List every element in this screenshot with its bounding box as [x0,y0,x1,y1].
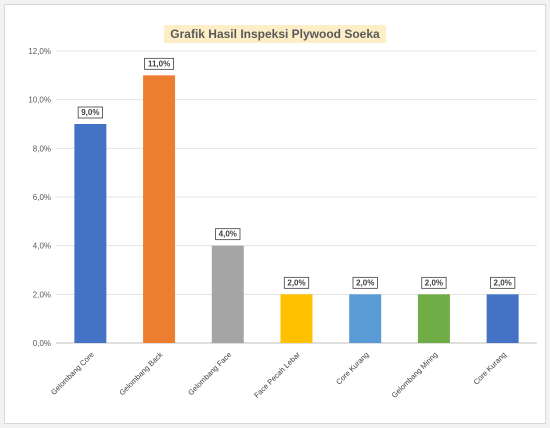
data-label-box [144,57,174,70]
y-tick-label: 12,0% [28,47,51,56]
data-label-box [421,276,447,289]
data-label: 2,0% [425,278,443,287]
y-tick-label: 6,0% [33,193,51,202]
bar [349,294,382,343]
bar [486,294,519,343]
bar [280,294,313,343]
bar [74,124,107,343]
y-tick-label: 10,0% [28,96,51,105]
data-label-box [352,276,378,289]
data-label-box [215,228,241,241]
data-label: 2,0% [356,278,374,287]
chart-title: Grafik Hasil Inspeksi Plywood Soeka [164,25,386,43]
data-label-box [283,276,310,289]
bar [211,245,244,343]
x-tick-label: Gelombang Face [186,350,233,397]
chart-title-wrap: Grafik Hasil Inspeksi Plywood Soeka [5,25,545,43]
x-tick-label: Gelombang Core [49,350,96,397]
bar-chart: 0,0% 2,0% 4,0% 6,0% 8,0% 10,0% 12,0% 9,0% Gelomb… [28,47,537,400]
x-tick-label: Core Kurang [334,350,370,386]
data-label: 4,0% [219,230,237,239]
data-label: 11,0% [148,59,170,68]
bar [143,75,176,343]
chart-frame: Grafik Hasil Inspeksi Plywood Soeka 0,0%… [4,4,546,424]
data-label: 2,0% [287,278,305,287]
data-label: 2,0% [494,278,512,287]
x-tick-label: Gelombang Miring [390,350,440,400]
x-tick-label: Gelombang Back [117,350,164,397]
data-label-box [490,276,516,289]
y-tick-label: 4,0% [33,242,51,251]
x-tick-label: Core Kurang [472,350,508,386]
data-label-box [77,106,103,119]
y-tick-label: 0,0% [33,339,51,348]
data-label: 9,0% [81,108,99,117]
x-tick-label: Face Pecah Lebar [252,350,302,400]
bar [417,294,450,343]
y-tick-label: 8,0% [33,144,51,153]
y-tick-label: 2,0% [33,290,51,299]
